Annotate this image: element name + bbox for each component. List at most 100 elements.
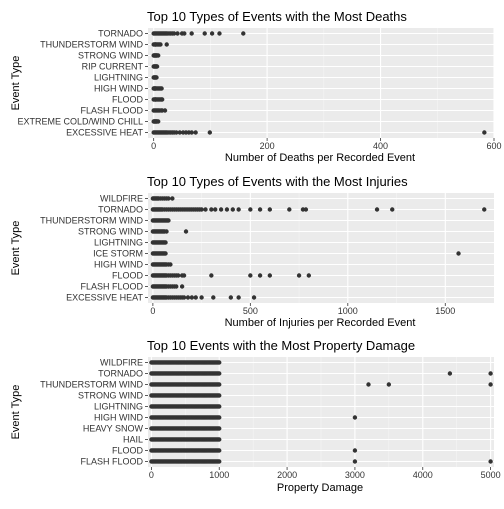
injuries-point: [166, 218, 171, 223]
property-point: [447, 371, 453, 376]
property-title: Top 10 Events with the Most Property Dam…: [147, 338, 415, 353]
injuries-point: [218, 207, 224, 212]
injuries-point: [199, 295, 204, 300]
injuries-point: [236, 295, 241, 300]
property-point: [217, 415, 222, 420]
deaths-point: [482, 130, 487, 135]
deaths-y-tick-label: EXTREME COLD/WIND CHILL: [17, 117, 143, 127]
injuries-y-tick-label: THUNDERSTORM WIND: [40, 216, 143, 226]
deaths-point: [241, 31, 246, 36]
injuries-y-tick-label: STRONG WIND: [78, 227, 143, 237]
deaths-point: [162, 108, 168, 113]
injuries-point: [267, 207, 273, 212]
property-x-tick-label: 4000: [413, 470, 433, 480]
injuries-point: [257, 273, 263, 278]
deaths-point: [202, 31, 207, 36]
deaths-y-tick-label: RIP CURRENT: [82, 62, 144, 72]
injuries-point: [166, 196, 171, 201]
property-y-tick-label: LIGHTNING: [94, 402, 143, 412]
deaths-point: [159, 97, 165, 102]
property-point: [217, 426, 222, 431]
injuries-point: [236, 207, 241, 212]
property-point: [217, 437, 222, 442]
injuries-point: [248, 207, 253, 212]
property-point: [352, 415, 358, 420]
deaths-point: [193, 130, 198, 135]
property-x-tick-label: 3000: [345, 470, 365, 480]
injuries-y-tick-label: LIGHTNING: [94, 238, 143, 248]
property-point: [217, 404, 222, 409]
injuries-point: [164, 229, 169, 234]
property-point: [366, 382, 371, 387]
property-y-tick-label: STRONG WIND: [78, 391, 143, 401]
property-y-tick-label: THUNDERSTORM WIND: [40, 380, 143, 390]
property-point: [352, 459, 358, 464]
deaths-point: [217, 31, 222, 36]
property-y-tick-label: HAIL: [123, 435, 143, 445]
deaths-y-tick-label: STRONG WIND: [78, 51, 143, 61]
property-point: [217, 360, 222, 365]
injuries-point: [213, 207, 218, 212]
injuries-point: [209, 207, 214, 212]
injuries-panel: Top 10 Types of Events with the Most Inj…: [10, 174, 494, 329]
injuries-x-tick-label: 0: [150, 306, 155, 316]
property-point: [217, 459, 222, 464]
deaths-point: [189, 130, 194, 135]
deaths-y-tick-label: LIGHTNING: [94, 73, 143, 83]
injuries-point: [211, 295, 216, 300]
injuries-y-tick-label: EXCESSIVE HEAT: [66, 293, 143, 303]
deaths-plot-background: [148, 28, 494, 138]
property-x-tick-label: 5000: [481, 470, 501, 480]
property-x-tick-label: 0: [149, 470, 154, 480]
injuries-point: [209, 273, 214, 278]
injuries-title: Top 10 Types of Events with the Most Inj…: [147, 174, 408, 189]
property-point: [217, 448, 222, 453]
injuries-y-tick-label: WILDFIRE: [100, 194, 143, 204]
deaths-point: [207, 130, 213, 135]
property-x-tick-label: 1000: [209, 470, 229, 480]
deaths-point: [209, 31, 215, 36]
deaths-x-axis-title: Number of Deaths per Recorded Event: [225, 152, 415, 164]
deaths-y-tick-label: THUNDERSTORM WIND: [40, 40, 143, 50]
property-y-tick-label: FLASH FLOOD: [80, 457, 143, 467]
property-point: [488, 371, 493, 376]
deaths-panel: Top 10 Types of Events with the Most Dea…: [10, 9, 502, 164]
deaths-y-tick-label: TORNADO: [98, 29, 143, 39]
injuries-x-axis-title: Number of Injuries per Recorded Event: [225, 317, 416, 329]
injuries-point: [287, 207, 292, 212]
injuries-y-tick-label: HIGH WIND: [94, 260, 143, 270]
property-point: [386, 382, 392, 387]
injuries-point: [224, 207, 230, 212]
property-y-tick-label: FLOOD: [112, 446, 144, 456]
deaths-point: [159, 86, 164, 91]
property-point: [352, 448, 358, 453]
deaths-point: [158, 42, 163, 47]
injuries-point: [257, 207, 263, 212]
injuries-point: [374, 207, 380, 212]
deaths-x-tick-label: 0: [151, 141, 156, 151]
deaths-title: Top 10 Types of Events with the Most Dea…: [147, 9, 407, 24]
injuries-point: [482, 207, 487, 212]
property-point: [488, 382, 493, 387]
injuries-point: [390, 207, 395, 212]
deaths-y-tick-label: EXCESSIVE HEAT: [66, 128, 143, 138]
injuries-point: [248, 273, 253, 278]
injuries-point: [189, 295, 195, 300]
deaths-point: [189, 31, 194, 36]
injuries-x-tick-label: 1500: [435, 306, 455, 316]
injuries-point: [163, 240, 168, 245]
deaths-point: [171, 31, 177, 36]
deaths-point: [154, 64, 160, 69]
property-damage-panel: Top 10 Events with the Most Property Dam…: [10, 338, 501, 494]
property-x-axis-title: Property Damage: [277, 482, 363, 494]
injuries-point: [230, 207, 235, 212]
deaths-x-tick-label: 200: [260, 141, 275, 151]
property-point: [217, 382, 222, 387]
injuries-point: [179, 284, 185, 289]
injuries-point: [168, 262, 173, 267]
injuries-point: [306, 273, 312, 278]
injuries-point: [174, 284, 179, 289]
